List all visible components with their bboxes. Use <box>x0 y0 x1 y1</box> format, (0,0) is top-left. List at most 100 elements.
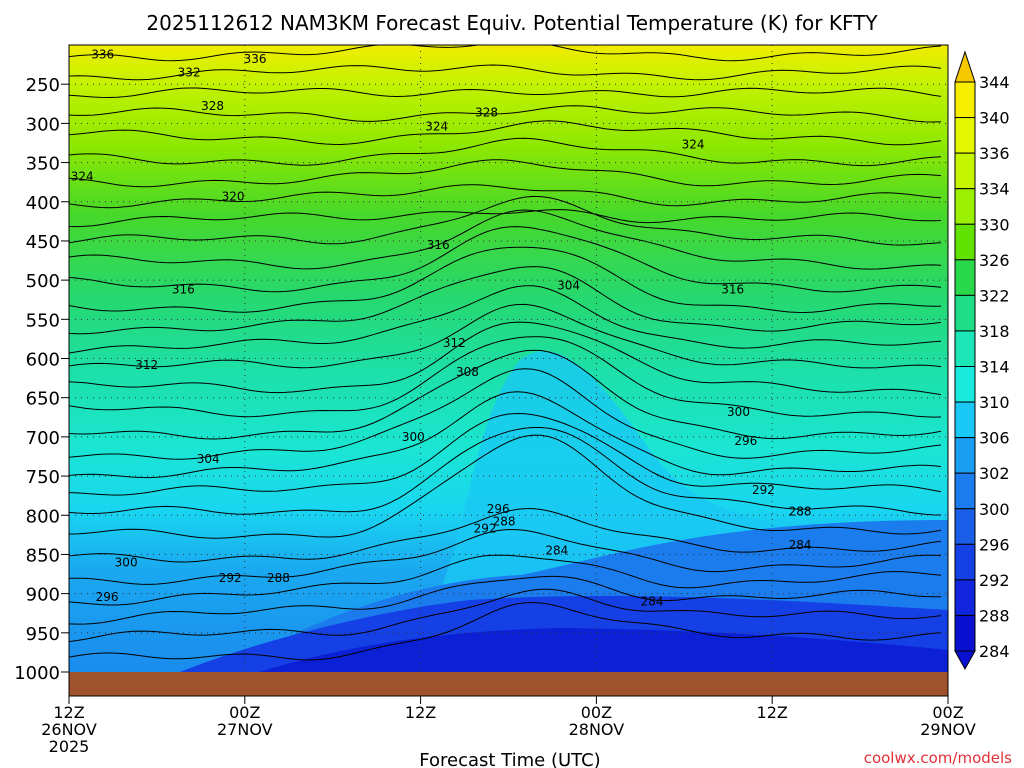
x-axis-title: Forecast Time (UTC) <box>419 750 600 768</box>
contour-label: 312 <box>135 358 158 372</box>
colorbar-tick-label: 288 <box>979 606 1010 625</box>
isentrope-line <box>69 137 942 167</box>
credit-text: coolwx.com/models <box>864 749 1012 767</box>
isentrope-line <box>69 588 942 643</box>
colorbar-swatch <box>954 543 976 581</box>
isentrope-line <box>69 412 942 496</box>
isentrope-line <box>69 64 942 81</box>
colorbar-tick-label: 300 <box>979 500 1010 519</box>
x-tick-label: 27NOV <box>217 720 273 739</box>
contour-label: 292 <box>752 483 775 497</box>
y-axis: 250 300 350 400 450 500 550 600 650 700 750 800 850 9… <box>14 75 69 684</box>
colorbar-swatch <box>954 614 976 652</box>
contour-label: 284 <box>545 544 568 558</box>
coldest-region <box>260 628 948 672</box>
y-tick-label: 500 <box>26 271 60 292</box>
isentrope-lines <box>69 45 942 661</box>
isentrope-line <box>69 336 942 418</box>
contour-label: 316 <box>172 283 195 297</box>
y-tick-label: 1000 <box>14 663 60 684</box>
colorbar-tick-label: 326 <box>979 251 1010 270</box>
colorbar-bottom-arrow <box>954 650 976 671</box>
colorbar-tick-label: 322 <box>979 286 1010 305</box>
y-tick-label: 600 <box>26 350 60 371</box>
x-tick-label: 00Z <box>229 703 260 722</box>
colorbar-swatch <box>954 579 976 616</box>
contour-label: 284 <box>641 594 664 608</box>
contour-label: 336 <box>91 47 114 61</box>
warm-upper-region <box>395 45 695 125</box>
colorbar-tick-label: 310 <box>979 393 1010 412</box>
y-tick-label: 800 <box>26 506 60 527</box>
isentrope-line <box>69 120 942 146</box>
colorbar-tick-label: 314 <box>979 358 1010 377</box>
y-tick-label: 250 <box>26 75 60 96</box>
x-tick-label: 00Z <box>581 703 612 722</box>
isentrope-line <box>69 368 942 460</box>
colorbar-tick-label: 302 <box>979 464 1010 483</box>
contour-label: 304 <box>197 452 220 466</box>
isentrope-line <box>69 209 942 270</box>
colorbar-tick-label: 284 <box>979 642 1010 661</box>
y-tick-label: 550 <box>26 310 60 331</box>
isentrope-line <box>69 303 942 369</box>
x-tick-label: 00Z <box>932 703 963 722</box>
contour-label: 288 <box>267 571 290 585</box>
contour-label: 324 <box>71 170 94 184</box>
isentrope-line <box>69 601 942 661</box>
isentrope-line <box>69 87 942 99</box>
isentrope-line <box>69 195 942 246</box>
contour-label: 300 <box>727 405 750 419</box>
colorbar-swatch <box>954 472 976 510</box>
contour-label: 292 <box>219 571 242 585</box>
contour-label: 288 <box>789 504 812 518</box>
ground-strip <box>69 672 948 696</box>
isentrope-line <box>69 528 942 585</box>
colorbar: 344 340 336 334 330 326 322 318 314 310 306 302 300 2… <box>954 50 1010 671</box>
isentrope-line <box>69 434 942 539</box>
contour-label: 296 <box>487 502 510 516</box>
contour-label: 284 <box>789 538 812 552</box>
plot-frame <box>68 44 949 697</box>
contour-label: 300 <box>402 430 425 444</box>
colorbar-tick-label: 344 <box>979 73 1010 92</box>
isentrope-line <box>69 45 942 62</box>
colorbar-tick-label: 296 <box>979 535 1010 554</box>
colorbar-swatch <box>954 401 976 439</box>
y-tick-label: 450 <box>26 232 60 253</box>
colorbar-swatch <box>954 188 976 225</box>
isentrope-line <box>69 391 942 479</box>
colorbar-swatch <box>954 117 976 154</box>
contour-label: 336 <box>244 52 267 66</box>
colorbar-tick-label: 292 <box>979 571 1010 590</box>
isentrope-line <box>69 554 942 606</box>
x-tick-label: 12Z <box>53 703 84 722</box>
y-tick-label: 950 <box>26 624 60 645</box>
contour-label: 296 <box>734 434 757 448</box>
x-tick-label: 12Z <box>405 703 436 722</box>
isentrope-line <box>69 508 942 563</box>
contour-label: 328 <box>201 99 224 113</box>
colorbar-tick-label: 334 <box>979 180 1010 199</box>
contour-label: 316 <box>721 283 744 297</box>
contour-label: 324 <box>682 138 705 152</box>
y-tick-label: 850 <box>26 545 60 566</box>
y-tick-label: 650 <box>26 389 60 410</box>
isentrope-line <box>69 246 941 314</box>
colorbar-tick-label: 330 <box>979 215 1010 234</box>
colorbar-swatch <box>954 223 976 261</box>
y-tick-label: 900 <box>26 585 60 606</box>
isentrope-line <box>69 285 942 354</box>
contour-label: 328 <box>475 105 498 119</box>
colorbar-swatch <box>954 259 976 296</box>
contour-label: 332 <box>178 65 201 79</box>
isentrope-line <box>69 266 942 335</box>
x-tick-label: 29NOV <box>920 720 976 739</box>
contour-label: 308 <box>456 365 479 379</box>
contour-labels: 336 336 332 328 328 324 324 324 320 316 316 316 312 3… <box>71 47 812 608</box>
colorbar-swatch <box>954 508 976 545</box>
chart-title: 2025112612 NAM3KM Forecast Equiv. Potent… <box>146 11 878 35</box>
colorbar-tick-label: 306 <box>979 429 1010 448</box>
isentrope-line <box>69 575 942 625</box>
